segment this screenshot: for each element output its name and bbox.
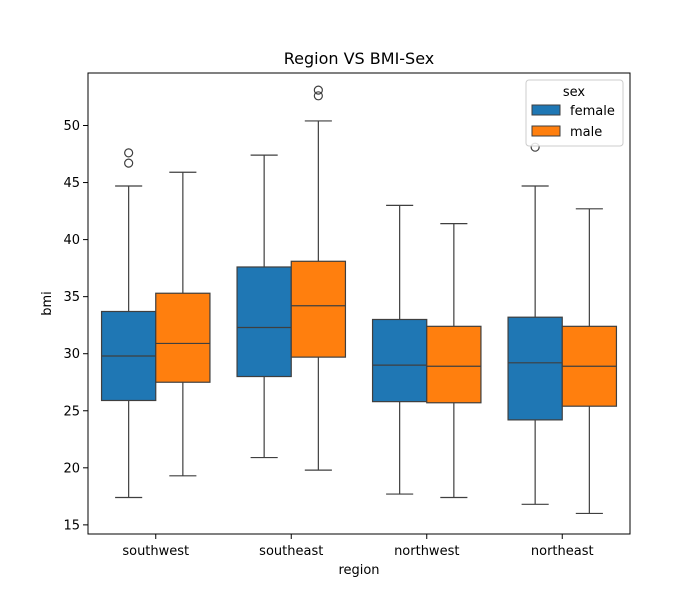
legend-entries: female male xyxy=(531,104,615,140)
box-iqr xyxy=(507,316,563,421)
plot-area xyxy=(100,85,618,515)
plot-frame xyxy=(87,72,631,535)
y-tick-label: 25 xyxy=(63,404,80,419)
x-axis: southwest southeast northwest northeast xyxy=(122,534,594,559)
y-tick-label: 40 xyxy=(63,233,80,248)
y-tick-label: 45 xyxy=(63,176,80,191)
legend-title: sex xyxy=(563,85,586,100)
box-male-southeast xyxy=(290,85,347,471)
box-female-southwest xyxy=(100,148,157,499)
box-female-southeast xyxy=(236,154,292,459)
x-tick-label: northwest xyxy=(394,544,459,559)
box-iqr xyxy=(290,260,347,358)
box-male-northwest xyxy=(426,223,482,499)
box-iqr xyxy=(236,266,292,378)
outlier-point xyxy=(313,85,323,95)
legend-swatch-female xyxy=(531,104,561,116)
legend-swatch-male xyxy=(531,125,561,137)
box-male-northeast xyxy=(561,208,618,515)
chart-title: Region VS BMI-Sex xyxy=(284,49,435,68)
outlier-point xyxy=(124,148,134,158)
legend: sex female male xyxy=(525,79,624,147)
box-male-southwest xyxy=(155,171,211,477)
box-female-northwest xyxy=(371,204,428,495)
box-iqr xyxy=(426,325,482,404)
box-iqr xyxy=(371,318,428,403)
x-tick-label: southeast xyxy=(259,544,323,559)
x-tick-label: northeast xyxy=(531,544,594,559)
legend-label-female: female xyxy=(570,104,615,119)
box-female-northeast xyxy=(507,142,563,505)
x-tick-label: southwest xyxy=(122,544,189,559)
y-tick-label: 15 xyxy=(63,518,80,533)
y-tick-label: 35 xyxy=(63,290,80,305)
y-tick-label: 20 xyxy=(63,461,80,476)
y-tick-label: 50 xyxy=(63,119,80,134)
y-tick-label: 30 xyxy=(63,347,80,362)
legend-label-male: male xyxy=(570,125,602,140)
outlier-point xyxy=(124,158,134,168)
outlier-point xyxy=(313,91,323,101)
box-iqr xyxy=(155,292,211,383)
y-axis: 15 20 25 30 35 40 45 50 xyxy=(63,119,88,533)
y-axis-label: bmi xyxy=(40,291,55,316)
x-axis-label: region xyxy=(338,563,379,578)
